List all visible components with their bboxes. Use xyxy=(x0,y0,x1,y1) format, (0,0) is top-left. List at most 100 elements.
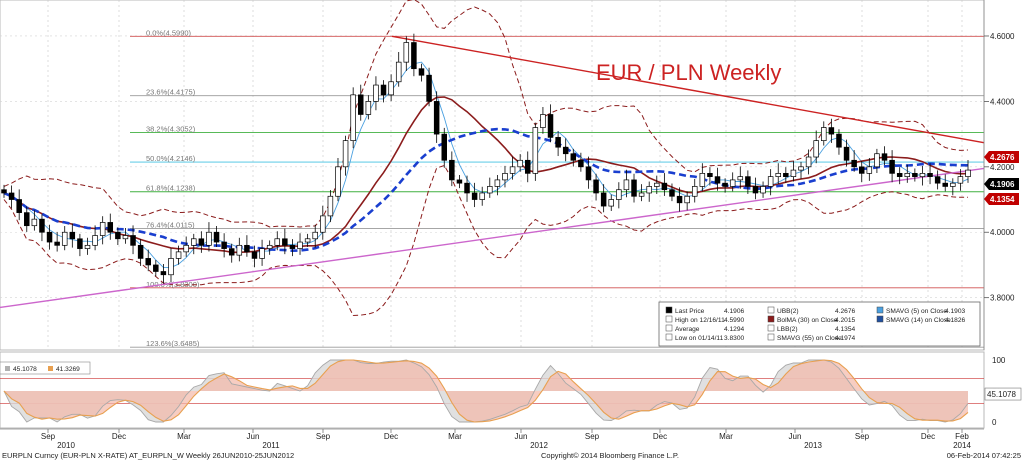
candle-body xyxy=(365,101,372,115)
candle-body xyxy=(289,244,296,249)
candle-body xyxy=(115,231,121,240)
candle-body xyxy=(266,244,273,249)
candle-body xyxy=(555,137,561,148)
candle-body xyxy=(934,176,941,184)
candle-body xyxy=(236,244,243,256)
candle-body xyxy=(661,182,668,191)
candle-body xyxy=(137,244,144,259)
candle-body xyxy=(479,192,485,200)
candle xyxy=(411,33,417,77)
chart-title: EUR / PLN Weekly xyxy=(596,60,781,85)
candle xyxy=(608,194,614,211)
x-tick-label: Sep xyxy=(41,432,56,441)
candle xyxy=(661,173,668,196)
candle xyxy=(646,181,652,202)
candle xyxy=(783,167,789,183)
candle xyxy=(919,165,926,186)
candle-body xyxy=(426,74,432,102)
timestamp: 06-Feb-2014 07:42:25 xyxy=(947,451,1021,460)
candle xyxy=(77,233,83,257)
candle xyxy=(418,63,425,82)
candle-body xyxy=(373,84,379,102)
candle xyxy=(198,231,205,253)
candle xyxy=(638,184,645,202)
candle xyxy=(228,243,235,263)
candle xyxy=(684,191,690,211)
candle-body xyxy=(927,173,933,177)
candle-body xyxy=(790,169,797,177)
legend-value: 4.1354 xyxy=(835,326,856,333)
candle-body xyxy=(821,127,827,142)
legend-label: SMAVG (55) on Close xyxy=(777,335,842,342)
legend-label: High on 12/16/11 xyxy=(675,317,725,324)
fib-label: 61.8%(4.1238) xyxy=(146,184,196,193)
x-tick-label: Jun xyxy=(515,432,528,441)
candle xyxy=(494,175,501,196)
candle-body xyxy=(183,244,189,253)
candle-body xyxy=(866,166,873,174)
candle-body xyxy=(691,186,698,197)
badge-shape xyxy=(984,193,1019,205)
x-tick-label: Dec xyxy=(921,432,935,441)
candle xyxy=(836,129,842,155)
candle-body xyxy=(957,176,964,184)
legend-label: Last Price xyxy=(675,308,705,315)
candle-body xyxy=(950,182,956,187)
fib-label: 76.4%(4.0115) xyxy=(146,220,195,229)
candle-body xyxy=(99,222,106,236)
candle-body xyxy=(411,42,417,70)
candle xyxy=(729,172,736,192)
osc-label-grey: 45.1078 xyxy=(13,366,37,373)
candle xyxy=(752,177,759,200)
candle xyxy=(54,231,60,252)
candle xyxy=(707,167,713,186)
legend-swatch xyxy=(665,306,673,314)
candle-body xyxy=(578,159,584,168)
candle xyxy=(562,138,569,162)
candle xyxy=(137,239,144,266)
y-tick-label: 4.2000 xyxy=(990,163,1015,172)
candle xyxy=(509,156,516,180)
candle xyxy=(934,170,941,190)
badge-label: 4.1906 xyxy=(990,180,1015,189)
candle xyxy=(61,226,68,251)
candle-body xyxy=(244,244,250,253)
badge-shape xyxy=(984,178,1019,190)
candle xyxy=(388,74,394,102)
candle xyxy=(828,118,835,143)
candle xyxy=(737,166,744,189)
candle-body xyxy=(562,146,569,155)
candle-body xyxy=(304,238,311,243)
candle xyxy=(304,233,311,247)
x-tick-label: Dec xyxy=(384,432,398,441)
candle-body xyxy=(775,173,781,177)
candle-body xyxy=(92,235,98,246)
candle-body xyxy=(388,81,394,96)
candle-body xyxy=(737,176,744,181)
legend-label: SMAVG (14) on Close xyxy=(886,317,951,324)
candle xyxy=(669,183,675,202)
candle-body xyxy=(160,271,167,276)
candle xyxy=(289,239,296,257)
candle-body xyxy=(623,179,630,191)
price-badge: 4.2676 xyxy=(984,151,1019,163)
candle xyxy=(798,161,804,179)
badge-label: 4.1354 xyxy=(990,195,1015,204)
candle-body xyxy=(213,231,220,243)
candle-body xyxy=(745,176,751,187)
candle xyxy=(16,189,22,221)
candle xyxy=(433,91,440,143)
candle xyxy=(600,184,607,213)
candle-body xyxy=(767,176,774,187)
candle xyxy=(843,139,850,167)
candle xyxy=(191,233,197,255)
candle-body xyxy=(714,176,721,184)
candle-body xyxy=(965,169,971,177)
candle-body xyxy=(487,186,493,194)
legend-label: LBB(2) xyxy=(777,326,798,333)
candle xyxy=(631,173,637,203)
candle-body xyxy=(358,94,364,115)
legend-value: 4.2015 xyxy=(835,317,856,324)
candle xyxy=(107,213,114,240)
legend-swatch xyxy=(665,324,673,332)
